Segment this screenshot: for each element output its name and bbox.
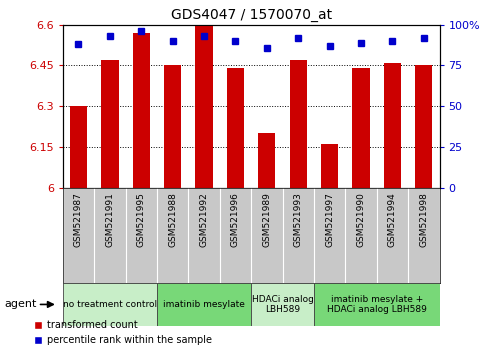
Text: HDACi analog
LBH589: HDACi analog LBH589: [252, 295, 313, 314]
Text: GSM521995: GSM521995: [137, 193, 146, 247]
Text: GSM521997: GSM521997: [325, 193, 334, 247]
Bar: [101, 60, 118, 188]
Text: GSM521990: GSM521990: [356, 193, 366, 247]
Bar: [164, 65, 181, 188]
Bar: [321, 144, 338, 188]
Bar: [415, 65, 432, 188]
Title: GDS4047 / 1570070_at: GDS4047 / 1570070_at: [170, 8, 332, 22]
Text: GSM521996: GSM521996: [231, 193, 240, 247]
Text: agent: agent: [5, 299, 37, 309]
Bar: [353, 68, 369, 188]
Text: GSM521992: GSM521992: [199, 193, 209, 247]
Legend: transformed count, percentile rank within the sample: transformed count, percentile rank withi…: [29, 316, 215, 349]
Bar: [258, 133, 275, 188]
Text: GSM521993: GSM521993: [294, 193, 303, 247]
Bar: [384, 63, 401, 188]
Text: GSM521989: GSM521989: [262, 193, 271, 247]
Text: imatinib mesylate +
HDACi analog LBH589: imatinib mesylate + HDACi analog LBH589: [327, 295, 426, 314]
Text: GSM521988: GSM521988: [168, 193, 177, 247]
Bar: [290, 60, 307, 188]
Bar: [70, 106, 87, 188]
Text: GSM521991: GSM521991: [105, 193, 114, 247]
Text: GSM521994: GSM521994: [388, 193, 397, 247]
Bar: [157, 283, 251, 326]
Bar: [196, 25, 213, 188]
Text: GSM521998: GSM521998: [419, 193, 428, 247]
Bar: [63, 283, 157, 326]
Text: no treatment control: no treatment control: [63, 300, 157, 309]
Text: imatinib mesylate: imatinib mesylate: [163, 300, 245, 309]
Bar: [133, 33, 150, 188]
Bar: [227, 68, 244, 188]
Bar: [251, 283, 314, 326]
Bar: [314, 283, 440, 326]
Text: GSM521987: GSM521987: [74, 193, 83, 247]
